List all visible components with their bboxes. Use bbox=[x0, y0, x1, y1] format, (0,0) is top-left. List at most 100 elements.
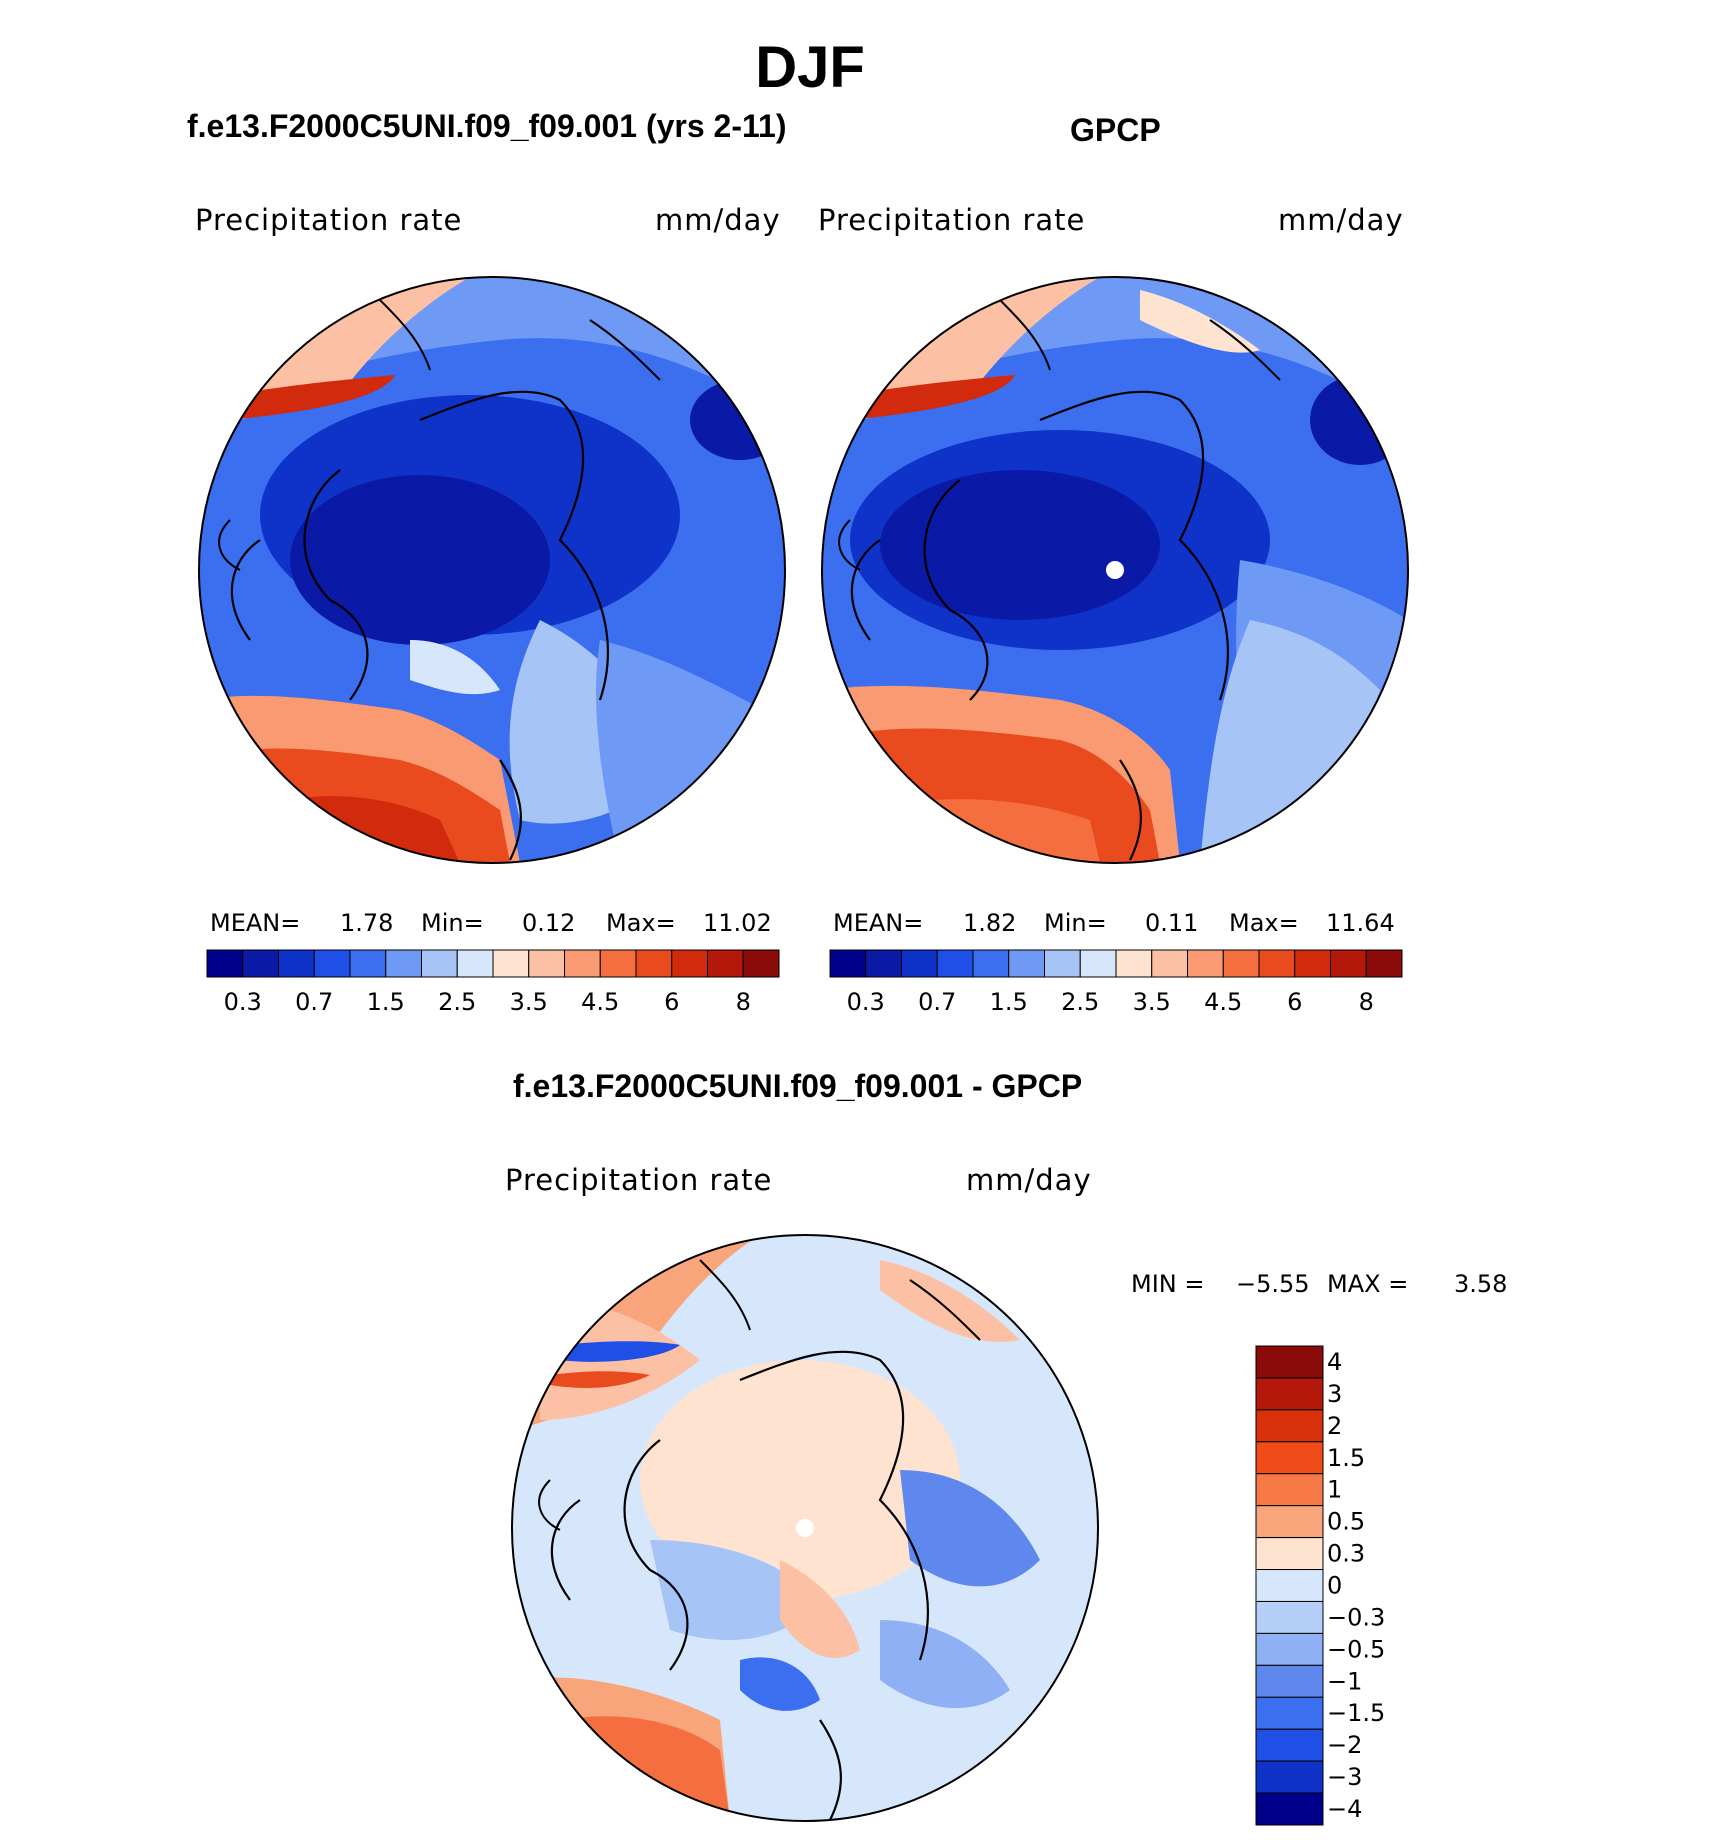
difference-colorbar-box bbox=[1255, 1664, 1324, 1698]
difference-colorbar-tick-label: −2 bbox=[1327, 1731, 1362, 1759]
obs-variable-label: Precipitation rate bbox=[818, 203, 1086, 237]
model-colorbar-box bbox=[242, 949, 279, 978]
obs-min-label: Min= bbox=[1044, 909, 1107, 937]
obs-colorbar-tick-label: 4.5 bbox=[1204, 988, 1242, 1016]
difference-colorbar-tick-label: −3 bbox=[1327, 1763, 1362, 1791]
model-colorbar-box bbox=[456, 949, 494, 978]
obs-colorbar-box bbox=[1258, 949, 1296, 978]
model-colorbar-box bbox=[349, 949, 387, 978]
obs-colorbar-tick-label: 0.7 bbox=[918, 988, 956, 1016]
model-colorbar-tick-label: 0.3 bbox=[224, 988, 262, 1016]
difference-pole-missing-marker bbox=[796, 1519, 814, 1537]
obs-colorbar-box bbox=[972, 949, 1010, 978]
difference-units-label: mm/day bbox=[966, 1163, 1092, 1197]
model-mean-value: 1.78 bbox=[340, 909, 394, 937]
difference-colorbar-box bbox=[1255, 1569, 1324, 1602]
difference-colorbar-box bbox=[1255, 1409, 1324, 1443]
difference-colorbar: 4 3 2 1.5 1 0.5 0.3 0 −0.3 −0.5 −1 −1.5 −2 −3 −4 bbox=[1255, 1345, 1385, 1826]
model-colorbar-box bbox=[492, 949, 530, 978]
difference-colorbar-tick-label: −4 bbox=[1327, 1795, 1362, 1823]
difference-colorbar-box bbox=[1255, 1792, 1324, 1826]
difference-colorbar-box bbox=[1255, 1696, 1324, 1730]
model-colorbar-box bbox=[564, 949, 601, 978]
model-colorbar-box bbox=[707, 949, 744, 978]
obs-colorbar-box bbox=[1151, 949, 1188, 978]
model-min-label: Min= bbox=[421, 909, 484, 937]
difference-colorbar-tick-label: 3 bbox=[1327, 1380, 1342, 1408]
obs-colorbar: 0.3 0.7 1.5 2.5 3.5 4.5 6 8 bbox=[829, 949, 1403, 1016]
obs-max-value: 11.64 bbox=[1326, 909, 1395, 937]
model-colorbar-tick-label: 1.5 bbox=[367, 988, 405, 1016]
model-colorbar: 0.3 0.7 1.5 2.5 3.5 4.5 6 8 bbox=[206, 949, 780, 1016]
difference-colorbar-box bbox=[1255, 1505, 1324, 1539]
difference-colorbar-box bbox=[1255, 1377, 1324, 1411]
obs-colorbar-box bbox=[1044, 949, 1081, 978]
difference-variable-label: Precipitation rate bbox=[505, 1163, 773, 1197]
model-colorbar-tick-label: 6 bbox=[664, 988, 679, 1016]
difference-colorbar-tick-label: 0.3 bbox=[1327, 1540, 1365, 1568]
model-units-label: mm/day bbox=[655, 203, 781, 237]
obs-colorbar-box bbox=[1115, 949, 1153, 978]
obs-colorbar-tick-label: 0.3 bbox=[847, 988, 885, 1016]
difference-panel-title: f.e13.F2000C5UNI.f09_f09.001 - GPCP bbox=[513, 1068, 1083, 1104]
model-colorbar-box bbox=[206, 949, 244, 978]
difference-colorbar-tick-label: 0 bbox=[1327, 1572, 1342, 1600]
model-max-label: Max= bbox=[606, 909, 676, 937]
obs-colorbar-box bbox=[1187, 949, 1224, 978]
obs-colorbar-box bbox=[1294, 949, 1331, 978]
obs-units-label: mm/day bbox=[1278, 203, 1404, 237]
obs-colorbar-box bbox=[936, 949, 974, 978]
difference-max-value: 3.58 bbox=[1454, 1270, 1508, 1298]
model-colorbar-box bbox=[278, 949, 315, 978]
difference-colorbar-box bbox=[1255, 1728, 1324, 1762]
difference-max-label: MAX = bbox=[1327, 1270, 1409, 1298]
difference-colorbar-box bbox=[1255, 1632, 1324, 1666]
difference-colorbar-tick-label: 2 bbox=[1327, 1412, 1342, 1440]
model-colorbar-box bbox=[421, 949, 458, 978]
model-colorbar-box bbox=[385, 949, 422, 978]
difference-colorbar-box bbox=[1255, 1600, 1324, 1634]
obs-mean-value: 1.82 bbox=[963, 909, 1017, 937]
model-colorbar-box bbox=[313, 949, 351, 978]
obs-max-label: Max= bbox=[1229, 909, 1299, 937]
difference-min-value: −5.55 bbox=[1236, 1270, 1310, 1298]
obs-colorbar-box bbox=[1079, 949, 1117, 978]
obs-mean-label: MEAN= bbox=[833, 909, 924, 937]
obs-polar-map bbox=[822, 277, 1408, 863]
obs-colorbar-box bbox=[829, 949, 867, 978]
difference-colorbar-box bbox=[1255, 1345, 1324, 1379]
model-variable-label: Precipitation rate bbox=[195, 203, 463, 237]
difference-colorbar-tick-label: 4 bbox=[1327, 1348, 1342, 1376]
obs-colorbar-box bbox=[1222, 949, 1260, 978]
model-colorbar-tick-label: 3.5 bbox=[510, 988, 548, 1016]
difference-colorbar-tick-label: 1.5 bbox=[1327, 1444, 1365, 1472]
difference-polar-map bbox=[512, 1235, 1098, 1821]
difference-colorbar-tick-label: 1 bbox=[1327, 1476, 1342, 1504]
model-panel-title: f.e13.F2000C5UNI.f09_f09.001 (yrs 2-11) bbox=[187, 108, 787, 144]
model-min-value: 0.12 bbox=[522, 909, 576, 937]
season-title: DJF bbox=[755, 35, 865, 100]
difference-colorbar-tick-label: −1.5 bbox=[1327, 1699, 1385, 1727]
difference-colorbar-tick-label: 0.5 bbox=[1327, 1508, 1365, 1536]
difference-colorbar-box bbox=[1255, 1537, 1324, 1571]
model-colorbar-tick-label: 2.5 bbox=[438, 988, 476, 1016]
obs-min-value: 0.11 bbox=[1145, 909, 1199, 937]
obs-colorbar-tick-label: 8 bbox=[1359, 988, 1374, 1016]
obs-colorbar-tick-label: 1.5 bbox=[990, 988, 1028, 1016]
difference-colorbar-box bbox=[1255, 1473, 1324, 1507]
obs-colorbar-tick-label: 6 bbox=[1287, 988, 1302, 1016]
model-mean-label: MEAN= bbox=[210, 909, 301, 937]
obs-panel-title: GPCP bbox=[1070, 112, 1161, 148]
obs-map-border bbox=[821, 276, 1409, 864]
obs-colorbar-box bbox=[1365, 949, 1403, 978]
model-colorbar-box bbox=[599, 949, 637, 978]
model-colorbar-box bbox=[528, 949, 565, 978]
model-colorbar-tick-label: 8 bbox=[736, 988, 751, 1016]
difference-colorbar-tick-label: −0.3 bbox=[1327, 1603, 1385, 1631]
model-max-value: 11.02 bbox=[703, 909, 772, 937]
model-colorbar-box bbox=[635, 949, 673, 978]
difference-colorbar-tick-label: −0.5 bbox=[1327, 1635, 1385, 1663]
model-colorbar-box bbox=[742, 949, 780, 978]
obs-colorbar-box bbox=[901, 949, 938, 978]
